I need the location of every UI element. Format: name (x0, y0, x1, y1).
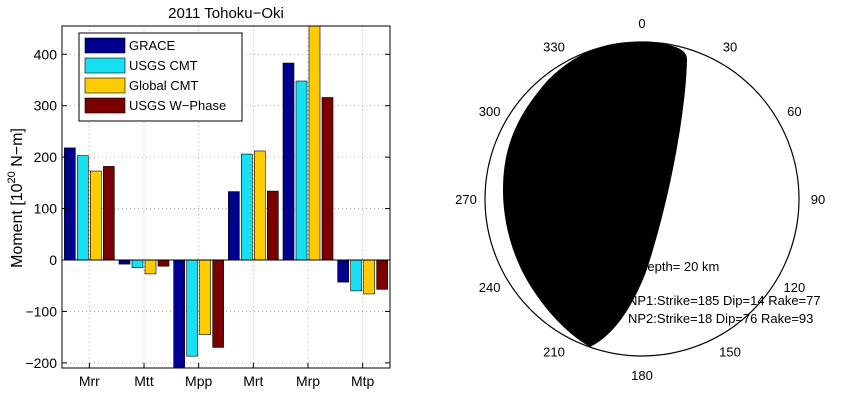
y-tick-label: 400 (34, 46, 58, 62)
bar-mrr-4 (103, 166, 115, 261)
legend-label: USGS W−Phase (129, 98, 226, 113)
bar-mrr-1 (64, 147, 76, 261)
y-axis-label-unit: N−m] (9, 128, 26, 171)
y-tick-label: 200 (34, 149, 58, 165)
bar-mrp-4 (321, 97, 334, 261)
legend-swatch (84, 77, 126, 94)
azimuth-label: 240 (479, 280, 501, 295)
moment-tensor-bar-chart: 2011 Tohoku−Oki −200 −100 0 100 200 300 400 Mr… (6, 5, 391, 389)
bar-mrr-2 (77, 155, 89, 261)
legend-label: GRACE (129, 38, 176, 53)
depth-label: Depth= 20 km (638, 259, 719, 274)
azimuth-label: 150 (719, 344, 741, 359)
azimuth-labels: 0 30 60 90 120 150 180 210 240 270 300 330 (455, 16, 825, 383)
plot-frame (61, 25, 391, 369)
azimuth-label: 330 (543, 40, 565, 55)
x-tick-label: Mrt (243, 373, 263, 389)
x-axis-ticks: Mrr Mtt Mpp Mrt Mrp Mtp (79, 363, 375, 389)
bar-mrp-1 (282, 62, 295, 261)
legend: GRACE USGS CMT Global CMT USGS W−Phase (78, 32, 243, 122)
bar-mpp-4 (212, 259, 224, 348)
azimuth-label: 270 (455, 192, 477, 207)
azimuth-label: 30 (723, 40, 737, 55)
y-tick-label: 100 (34, 201, 58, 217)
bar-mpp-1 (173, 259, 185, 368)
azimuth-label: 210 (543, 344, 565, 359)
azimuth-label: 0 (638, 16, 645, 31)
bar-mtp-3 (363, 259, 375, 295)
bars (64, 26, 388, 368)
bar-mtp-4 (376, 259, 388, 290)
y-axis-ticks: −200 −100 0 100 200 300 400 (25, 46, 390, 371)
legend-label: USGS CMT (129, 58, 198, 73)
bar-mtp-1 (337, 259, 349, 283)
legend-swatch (84, 97, 126, 114)
x-tick-label: Mtt (134, 373, 154, 389)
azimuth-label: 300 (479, 104, 501, 119)
legend-swatch (84, 57, 126, 74)
bar-mtp-2 (350, 259, 362, 292)
azimuth-label: 60 (787, 104, 801, 119)
bar-mtt-2 (131, 259, 144, 269)
x-tick-label: Mtp (351, 373, 375, 389)
bar-mtt-4 (157, 259, 170, 267)
bar-mtt-3 (144, 259, 157, 275)
legend-label: Global CMT (129, 78, 198, 93)
x-tick-label: Mpp (185, 373, 212, 389)
bar-mrt-1 (228, 191, 240, 261)
bar-mtt-1 (118, 259, 131, 265)
bar-mrt-2 (241, 153, 253, 261)
y-tick-label: 300 (34, 98, 58, 114)
compressional-quadrant (503, 42, 688, 347)
bar-mpp-2 (186, 259, 198, 357)
bar-mrp-3 (308, 26, 321, 261)
nodal-plane-2-label: NP2:Strike=18 Dip=76 Rake=93 (628, 311, 813, 326)
azimuth-label: 120 (784, 280, 806, 295)
legend-swatch (84, 37, 126, 54)
y-axis-label-exponent: 20 (6, 171, 18, 183)
y-tick-label: −200 (25, 355, 57, 371)
x-tick-label: Mrp (296, 373, 320, 389)
bar-mrp-2 (295, 80, 308, 261)
bar-mrt-4 (267, 190, 279, 261)
chart-title: 2011 Tohoku−Oki (168, 5, 284, 22)
bar-mrr-3 (90, 170, 102, 261)
nodal-plane-1-label: NP1:Strike=185 Dip=14 Rake=77 (628, 293, 821, 308)
bar-mpp-3 (199, 259, 211, 335)
y-tick-label: −100 (25, 303, 57, 319)
azimuth-label: 90 (811, 192, 825, 207)
y-axis-label: Moment [1020 N−m] (6, 128, 26, 268)
focal-mechanism-beachball: 0 30 60 90 120 150 180 210 240 270 300 330 Depth= 2… (455, 16, 825, 383)
x-tick-label: Mrr (79, 373, 100, 389)
bar-mrt-3 (254, 150, 266, 261)
y-tick-label: 0 (49, 252, 57, 268)
azimuth-label: 180 (631, 368, 653, 383)
